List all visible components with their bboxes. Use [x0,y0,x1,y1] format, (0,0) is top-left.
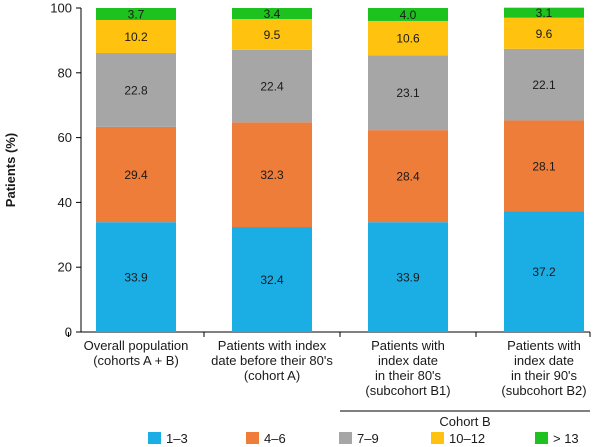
category-label-line: Patients with [371,338,445,353]
legend-swatch [431,432,444,444]
category-label-line: (cohort A) [244,368,300,383]
legend-label: 7–9 [357,431,379,446]
data-label: 22.1 [532,78,556,92]
data-label: 3.1 [536,6,553,20]
legend-swatch [339,432,352,444]
category-label-line: in their 90's [511,368,578,383]
data-label: 32.3 [260,168,284,182]
data-label: 28.1 [532,159,556,173]
category-label: Patients with index date in their 90's (sub… [501,338,586,398]
category-label: Patients with index date in their 80's (sub… [365,338,450,398]
group-label: Cohort B [439,414,490,429]
bar-segment [232,227,312,332]
legend-swatch [148,432,161,444]
legend-swatch [535,432,548,444]
legend: 1–3 4–6 7–9 10–12 > 13 [148,431,579,446]
category-label: Overall population (cohorts A + B) [84,338,189,368]
bar-segment [504,7,584,18]
bar-segment [368,222,448,332]
category-label-line: in their 80's [375,368,442,383]
data-label: 29.4 [124,168,148,182]
data-label: 9.6 [536,27,553,41]
data-label: 37.2 [532,265,556,279]
y-tick-label: 80 [58,65,72,80]
data-label: 22.4 [260,80,284,94]
category-label-line: (subcohort B2) [501,383,586,398]
category-label-line: Patients with [507,338,581,353]
data-label: 22.8 [124,83,148,97]
legend-swatch [246,432,259,444]
bar-segment [368,8,448,21]
bar-segment [504,211,584,332]
category-labels: Overall population (cohorts A + B) Patient… [84,338,587,398]
data-label: 28.4 [396,170,420,184]
legend-label: > 13 [553,431,579,446]
cohort-b-group: Cohort B [340,410,590,429]
bar-segment [96,8,176,20]
y-tick-label: 20 [58,260,72,275]
data-label: 3.7 [128,7,145,21]
legend-label: 4–6 [264,431,286,446]
data-label: 4.0 [400,8,417,22]
bar-segment [96,53,176,127]
bar-segment [232,49,312,123]
category-label: Patients with index date before their 80'… [211,338,333,383]
data-label: 10.2 [124,30,148,44]
legend-label: 10–12 [449,431,485,446]
data-label: 10.6 [396,32,420,46]
data-label: 23.1 [396,86,420,100]
bar-segment [232,8,312,20]
category-label-line: index date [378,353,438,368]
bar-segment [232,19,312,50]
category-label-line: (cohorts A + B) [93,353,179,368]
y-tick-label: 60 [58,130,72,145]
bar-segment [368,130,448,223]
category-label-line: index date [514,353,574,368]
legend-label: 1–3 [166,431,188,446]
bars: 33.9 29.4 22.8 10.2 3.7 32.4 32.3 22.4 9.5 3.4 33.… [96,6,584,332]
y-tick-label: 40 [58,195,72,210]
bar-segment [504,17,584,49]
data-label: 33.9 [124,271,148,285]
data-label: 9.5 [264,28,281,42]
bar-segment [232,122,312,228]
bar-segment [368,55,448,131]
category-label-line: date before their 80's [211,353,333,368]
y-axis-title: Patients (%) [3,133,18,207]
category-label-line: Patients with index [218,338,327,353]
category-label-line: (subcohort B1) [365,383,450,398]
data-label: 3.4 [264,7,281,21]
bar-segment [96,126,176,223]
y-tick-label: 100 [50,1,72,16]
data-label: 32.4 [260,273,284,287]
category-label-line: Overall population [84,338,189,353]
bar-segment [96,222,176,332]
bar-segment [96,19,176,54]
bar-segment [504,120,584,212]
bar-segment [504,48,584,121]
bar-segment [368,20,448,56]
axes: 020406080100Patients (%) [3,1,591,340]
data-label: 33.9 [396,271,420,285]
